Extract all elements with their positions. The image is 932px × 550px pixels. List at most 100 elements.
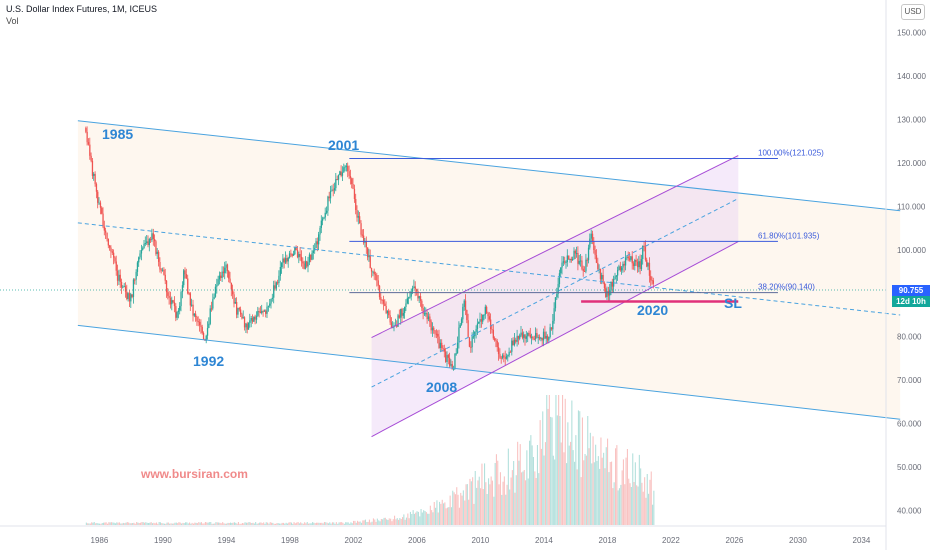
volume-bar (530, 435, 532, 525)
volume-bar (212, 523, 214, 525)
volume-bar (185, 522, 187, 525)
candle-body (597, 262, 599, 269)
current-price-tag: 90.755 (892, 284, 930, 296)
volume-bar (625, 457, 627, 525)
candle-body (345, 165, 348, 167)
candle-body (484, 306, 486, 315)
candle-body (103, 226, 105, 231)
volume-bar (118, 522, 120, 525)
volume-bar (515, 475, 517, 525)
candle-body (269, 303, 271, 306)
volume-bar (386, 519, 388, 525)
candle-body (348, 171, 350, 176)
candle-body (486, 306, 488, 313)
candle-body (168, 295, 170, 298)
candle-body (459, 324, 461, 328)
volume-bar (506, 484, 508, 525)
candle-body (635, 260, 637, 262)
volume-bar (142, 522, 144, 525)
candle-body (236, 302, 238, 315)
candle-body (126, 291, 128, 299)
volume-bar (117, 522, 119, 525)
candle-body (208, 323, 210, 328)
candle-body (273, 285, 275, 298)
volume-bar (502, 481, 504, 525)
candle-body (418, 296, 420, 299)
candle-body (598, 268, 600, 270)
volume-bar (481, 463, 483, 525)
price-axis[interactable]: 150.000 140.000 130.000 120.000 110.000 100.0… (897, 29, 926, 516)
volume-bar (108, 522, 110, 525)
candle-body (408, 297, 410, 299)
volume-bar (376, 518, 378, 525)
candle-body (585, 259, 587, 272)
volume-bar (306, 522, 308, 525)
candle-body (167, 292, 169, 296)
volume-bar (129, 523, 131, 525)
candle-body (458, 327, 460, 343)
volume-bar (133, 522, 135, 525)
volume-bar (633, 482, 635, 525)
candle-body (376, 275, 378, 281)
volume-bar (440, 503, 442, 525)
volume-bar (511, 470, 513, 525)
volume-bar (231, 523, 233, 525)
volume-bar (269, 522, 271, 525)
volume-bar (608, 472, 610, 525)
volume-bar (296, 522, 298, 525)
volume-bar (282, 522, 284, 525)
volume-bar (323, 522, 325, 525)
volume-bar (432, 512, 434, 525)
candle-body (421, 300, 423, 309)
volume-bar (495, 454, 497, 525)
volume-bar (437, 512, 439, 525)
volume-bar (220, 523, 222, 525)
volume-bar (443, 503, 445, 525)
volume-bar (264, 523, 266, 525)
candle-body (148, 239, 150, 246)
volume-bar (290, 522, 292, 525)
volume-bar (566, 463, 568, 525)
volume-bar (167, 522, 169, 525)
candle-body (430, 321, 432, 331)
candle-body (179, 306, 181, 311)
candle-body (512, 340, 514, 345)
volume-bar (286, 523, 288, 525)
volume-bar (534, 471, 536, 525)
candle-body (390, 322, 393, 328)
candle-body (568, 255, 570, 260)
volume-bar (612, 488, 614, 525)
volume-bar (145, 522, 147, 525)
volume-bar (396, 518, 398, 525)
time-axis[interactable]: 1986 1990 1994 1998 2002 2006 2010 2014 2018 2022… (91, 536, 871, 545)
volume-bar (165, 523, 167, 525)
candle-body (278, 275, 280, 283)
candle-body (218, 275, 221, 280)
volume-bar (272, 522, 274, 525)
volume-bar (419, 516, 421, 525)
candle-body (263, 310, 266, 312)
volume-bar (452, 490, 454, 525)
volume-bar (615, 448, 617, 525)
volume-bar (540, 448, 542, 525)
candle-body (549, 327, 551, 337)
volume-bar (390, 518, 392, 525)
currency-button[interactable]: USD (901, 4, 925, 20)
volume-bar (465, 484, 467, 525)
candle-body (388, 310, 390, 316)
volume-bar (226, 523, 228, 525)
candle-body (578, 260, 580, 264)
volume-bar (447, 507, 449, 525)
candle-body (647, 262, 649, 267)
volume-bar (632, 453, 634, 525)
volume-bar (202, 523, 204, 525)
candle-body (200, 325, 202, 327)
candle-body (102, 213, 104, 227)
candle-body (427, 316, 430, 320)
volume-bar (499, 472, 501, 525)
candle-body (212, 299, 214, 309)
volume-bar (617, 490, 619, 525)
volume-bars (85, 395, 655, 525)
candle-body (158, 251, 160, 262)
